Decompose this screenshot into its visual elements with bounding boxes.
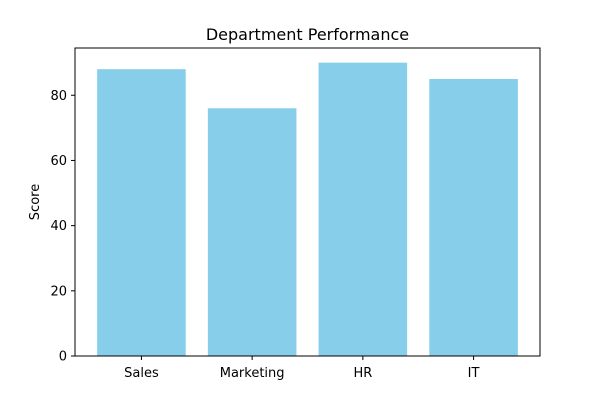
- y-tick-label: 60: [50, 154, 67, 169]
- y-tick-label: 80: [50, 89, 67, 104]
- x-tick-label: Sales: [124, 366, 159, 381]
- x-axis-ticks: Sales Marketing HR IT: [124, 356, 480, 381]
- y-axis-label: Score: [28, 184, 43, 220]
- x-tick-label: Marketing: [220, 366, 285, 381]
- bar-it: [429, 78, 518, 357]
- x-tick-label: HR: [353, 366, 372, 381]
- plot-frame: [74, 47, 541, 357]
- bar-hr: [318, 62, 408, 357]
- y-tick-label: 20: [50, 284, 67, 299]
- chart-title: Department Performance: [206, 25, 409, 44]
- bar-marketing: [207, 108, 297, 356]
- x-tick-label: IT: [468, 366, 480, 381]
- bar-sales: [97, 69, 186, 357]
- y-axis-ticks: 0 20 40 60 80: [50, 89, 75, 365]
- bars-group: [97, 62, 518, 357]
- y-tick-label: 0: [59, 350, 67, 365]
- y-tick-label: 40: [50, 219, 67, 234]
